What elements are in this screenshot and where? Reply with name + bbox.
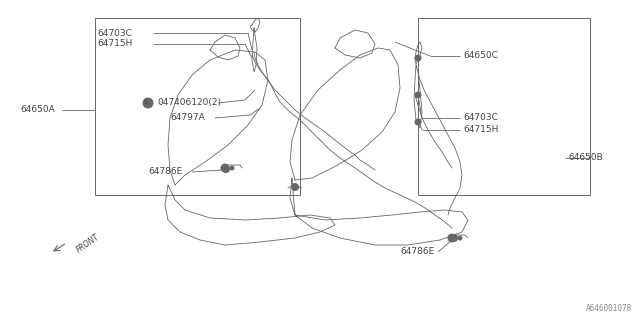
Circle shape: [415, 55, 421, 61]
Text: S: S: [144, 100, 148, 106]
Text: 64650A: 64650A: [20, 106, 55, 115]
Bar: [95, 18, 300, 195]
Text: 64715H: 64715H: [463, 125, 499, 134]
Circle shape: [415, 92, 421, 98]
Text: 64703C: 64703C: [97, 28, 132, 37]
Text: FRONT: FRONT: [75, 232, 102, 254]
Text: 64786E: 64786E: [148, 167, 182, 177]
Text: 64797A: 64797A: [170, 114, 205, 123]
Bar: [418, 18, 590, 195]
Text: 64786E: 64786E: [400, 247, 435, 257]
Text: 64650B: 64650B: [568, 154, 603, 163]
Circle shape: [451, 235, 458, 242]
Text: A646001078: A646001078: [586, 304, 632, 313]
Text: 64703C: 64703C: [463, 114, 498, 123]
Circle shape: [448, 234, 456, 242]
Text: 64715H: 64715H: [97, 39, 132, 49]
Text: 047406120(2): 047406120(2): [157, 99, 221, 108]
Circle shape: [458, 236, 462, 240]
Text: 64650C: 64650C: [463, 52, 498, 60]
Circle shape: [415, 119, 421, 125]
Circle shape: [230, 166, 234, 170]
Circle shape: [223, 165, 230, 172]
Circle shape: [221, 164, 229, 172]
Circle shape: [143, 98, 153, 108]
Circle shape: [291, 183, 298, 190]
